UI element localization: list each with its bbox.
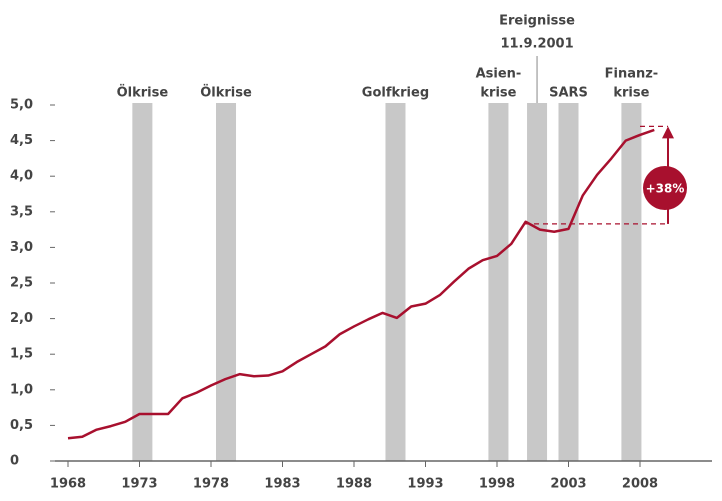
crisis-label: Golfkrieg [362,86,429,101]
y-tick-label: 3,0 [10,240,33,255]
badge [643,166,687,210]
crisis-label: Finanz- [605,67,659,82]
badge-text: +38% [646,182,685,196]
crisis-label: SARS [549,86,588,101]
crisis-label: Ereignisse [499,14,575,29]
y-tick-label: 1,0 [10,382,33,397]
crisis-band [527,103,548,461]
crisis-label: 11.9.2001 [500,37,573,52]
y-tick-label: 2,0 [10,311,33,326]
crisis-label: Ölkrise [117,85,169,101]
data-line [67,128,655,440]
crisis-band [488,103,509,461]
y-tick-label: 4,0 [10,169,33,184]
x-tick-label: 1988 [336,477,372,492]
y-tick-label: 0,5 [10,418,33,433]
x-tick-label: 2003 [550,477,586,492]
x-tick-label: 1993 [407,477,443,492]
crisis-band [132,103,153,461]
x-tick-label: 1973 [121,477,157,492]
crisis-band [216,103,237,461]
y-tick-label: 3,5 [10,204,33,219]
crisis-label: krise [613,86,649,101]
y-tick-label: 2,5 [10,276,33,291]
crisis-band [558,103,579,461]
x-tick-label: 2008 [622,477,658,492]
y-tick-label: 1,5 [10,347,33,362]
x-tick-label: 1998 [479,477,515,492]
x-tick-label: 1968 [50,477,86,492]
y-tick-label: 0 [10,454,19,469]
y-tick-label: 5,0 [10,98,33,113]
crisis-band [385,103,406,461]
y-tick-label: 4,5 [10,133,33,148]
crisis-label: Asien- [476,67,522,82]
arrow-head [662,126,674,139]
crisis-band [621,103,642,461]
x-tick-label: 1978 [193,477,229,492]
x-tick-label: 1983 [264,477,300,492]
crisis-label: Ölkrise [200,85,252,101]
crisis-label: krise [480,86,516,101]
